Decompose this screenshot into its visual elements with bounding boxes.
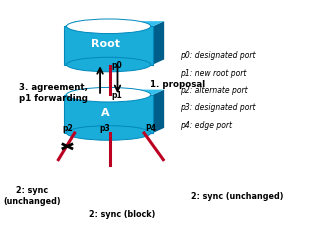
Ellipse shape <box>67 20 151 34</box>
Text: p1: new root port: p1: new root port <box>179 68 246 77</box>
Text: 2: sync (block): 2: sync (block) <box>89 209 155 218</box>
Text: p2: alternate port: p2: alternate port <box>179 86 247 94</box>
Text: p3: p3 <box>99 124 110 133</box>
Text: 2: sync
(unchanged): 2: sync (unchanged) <box>3 185 61 205</box>
Ellipse shape <box>67 58 151 73</box>
Text: p2: p2 <box>63 124 73 133</box>
Text: p1: p1 <box>112 91 123 100</box>
Text: p0: designated port: p0: designated port <box>179 51 255 60</box>
Text: 3. agreement,
p1 forwarding: 3. agreement, p1 forwarding <box>19 82 87 102</box>
Text: p0: p0 <box>112 61 123 70</box>
Polygon shape <box>153 22 164 65</box>
Ellipse shape <box>67 88 151 103</box>
Text: 2: sync (unchanged): 2: sync (unchanged) <box>191 191 283 200</box>
FancyBboxPatch shape <box>64 95 153 134</box>
Ellipse shape <box>67 126 151 141</box>
FancyBboxPatch shape <box>64 27 153 65</box>
Text: p4: edge port: p4: edge port <box>179 120 231 129</box>
Polygon shape <box>64 22 164 27</box>
Polygon shape <box>153 90 164 134</box>
Text: Root: Root <box>91 39 120 49</box>
Text: 1. proposal: 1. proposal <box>150 80 205 89</box>
Text: P4: P4 <box>146 124 156 133</box>
Text: A: A <box>101 107 110 117</box>
Text: p3: designated port: p3: designated port <box>179 103 255 112</box>
Polygon shape <box>64 90 164 95</box>
